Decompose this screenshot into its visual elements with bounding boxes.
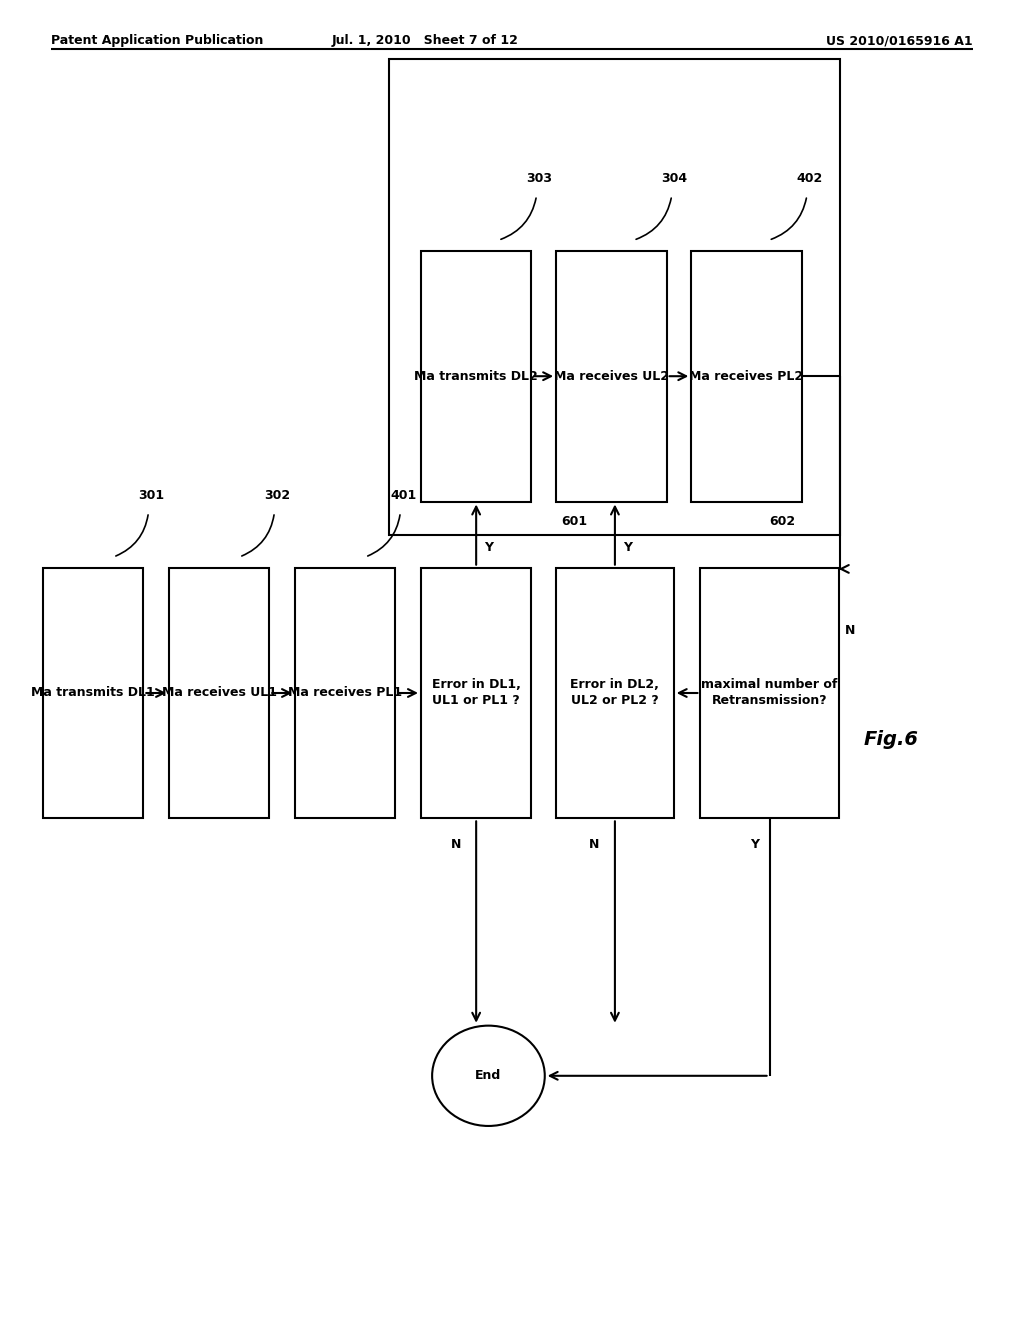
Bar: [421, 251, 531, 502]
Ellipse shape: [432, 1026, 545, 1126]
Bar: [691, 251, 802, 502]
Text: Ma receives UL2: Ma receives UL2: [554, 370, 669, 383]
Text: Ma transmits DL2: Ma transmits DL2: [415, 370, 538, 383]
Text: Error in DL2,
UL2 or PL2 ?: Error in DL2, UL2 or PL2 ?: [570, 678, 659, 708]
Text: Y: Y: [623, 541, 632, 554]
Text: End: End: [475, 1069, 502, 1082]
Text: Ma receives PL2: Ma receives PL2: [689, 370, 804, 383]
Text: 303: 303: [526, 172, 552, 185]
Bar: [556, 568, 674, 818]
Text: Patent Application Publication: Patent Application Publication: [51, 34, 263, 48]
Text: N: N: [451, 838, 461, 851]
Text: Ma receives UL1: Ma receives UL1: [162, 686, 276, 700]
Text: 602: 602: [770, 515, 796, 528]
Bar: [295, 568, 395, 818]
Text: N: N: [589, 838, 600, 851]
Bar: [169, 568, 269, 818]
Bar: [700, 568, 839, 818]
Text: Ma transmits DL1: Ma transmits DL1: [32, 686, 155, 700]
Text: Jul. 1, 2010   Sheet 7 of 12: Jul. 1, 2010 Sheet 7 of 12: [332, 34, 518, 48]
Text: Y: Y: [484, 541, 494, 554]
Bar: [43, 568, 143, 818]
Text: Ma receives PL1: Ma receives PL1: [288, 686, 402, 700]
Bar: [556, 251, 667, 502]
Bar: [421, 568, 531, 818]
Text: maximal number of
Retransmission?: maximal number of Retransmission?: [701, 678, 838, 708]
Text: 304: 304: [662, 172, 688, 185]
Text: N: N: [845, 624, 855, 636]
Text: 302: 302: [264, 488, 291, 502]
Text: 402: 402: [797, 172, 823, 185]
Bar: [389, 59, 840, 535]
Text: Fig.6: Fig.6: [863, 730, 919, 748]
Text: 401: 401: [390, 488, 417, 502]
Text: Y: Y: [750, 838, 759, 851]
Text: US 2010/0165916 A1: US 2010/0165916 A1: [826, 34, 973, 48]
Text: 601: 601: [561, 515, 588, 528]
Text: 301: 301: [138, 488, 165, 502]
Text: Error in DL1,
UL1 or PL1 ?: Error in DL1, UL1 or PL1 ?: [432, 678, 520, 708]
